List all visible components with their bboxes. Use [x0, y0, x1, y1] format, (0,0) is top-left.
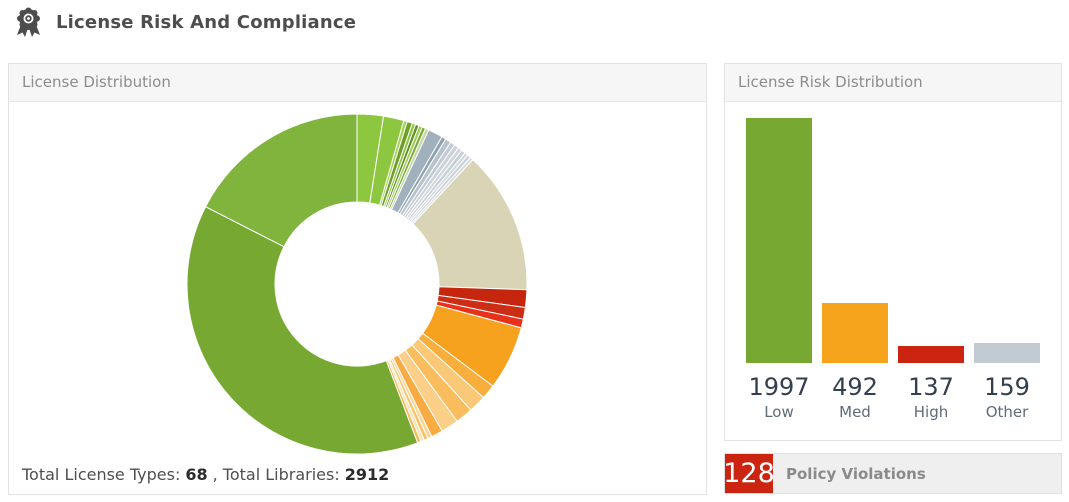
donut-slice-33[interactable]	[186, 206, 419, 455]
policy-violations-label: Policy Violations	[786, 464, 926, 483]
license-risk-panel-title: License Risk Distribution	[725, 64, 1061, 102]
license-risk-distribution-panel: License Risk Distribution 1997 Low 492 Med 1…	[724, 63, 1062, 441]
bar-col-high: 137 High	[898, 118, 964, 421]
total-license-types-value: 68	[185, 465, 208, 484]
bar-area-other	[974, 118, 1040, 363]
bar-col-other: 159 Other	[974, 118, 1040, 421]
bar-area-med	[822, 118, 888, 363]
page-header: License Risk And Compliance	[14, 6, 356, 38]
bar-area-high	[898, 118, 964, 363]
license-distribution-donut-chart[interactable]	[180, 107, 534, 461]
page-title: License Risk And Compliance	[56, 11, 357, 33]
bar-area-low	[746, 118, 812, 363]
bar-value-med: 492	[832, 373, 878, 401]
bar-col-med: 492 Med	[822, 118, 888, 421]
bar-value-low: 1997	[748, 373, 810, 401]
bar-label-high: High	[913, 403, 949, 422]
license-distribution-panel-title: License Distribution	[9, 64, 706, 102]
totals-line: Total License Types: 68 , Total Librarie…	[22, 465, 389, 484]
total-license-types-label: Total License Types:	[22, 465, 181, 484]
bar-value-high: 137	[908, 373, 954, 401]
license-risk-bar-chart: 1997 Low 492 Med 137 High 159 Other	[746, 118, 1040, 421]
total-libraries-label: , Total Libraries:	[212, 465, 340, 484]
bar-high[interactable]	[898, 346, 964, 363]
bar-value-other: 159	[984, 373, 1030, 401]
award-ribbon-icon	[17, 7, 40, 37]
license-distribution-panel: License Distribution Total License Types…	[8, 63, 707, 495]
total-libraries-value: 2912	[344, 465, 390, 484]
bar-label-med: Med	[839, 403, 871, 422]
bar-label-low: Low	[764, 403, 794, 422]
bar-col-low: 1997 Low	[746, 118, 812, 421]
bar-label-other: Other	[985, 403, 1029, 422]
policy-violations-count: 128	[723, 454, 775, 493]
bar-low[interactable]	[746, 118, 812, 363]
bar-other[interactable]	[974, 343, 1040, 363]
bar-med[interactable]	[822, 303, 888, 363]
policy-violations-strip[interactable]: 128 Policy Violations	[723, 453, 1062, 494]
donut-slice-34[interactable]	[205, 113, 358, 248]
